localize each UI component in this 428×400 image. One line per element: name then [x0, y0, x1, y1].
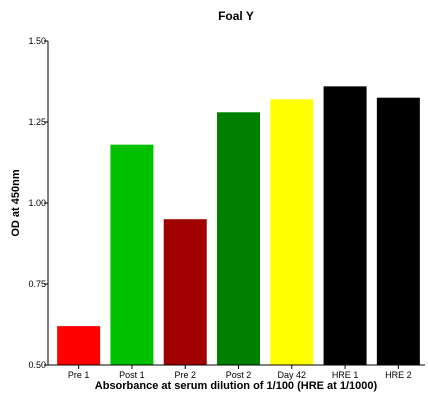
y-tick-label: 0.75 — [28, 279, 46, 289]
chart-title: Foal Y — [218, 9, 254, 23]
y-tick-label: 1.25 — [28, 117, 46, 127]
y-axis-label: OD at 450nm — [10, 169, 22, 236]
y-tick-label: 0.50 — [28, 360, 46, 370]
x-tick-label: Pre 1 — [68, 370, 90, 380]
bar — [110, 144, 154, 365]
x-tick-label: HRE 1 — [332, 370, 359, 380]
y-tick-label: 1.00 — [28, 198, 46, 208]
bar — [217, 112, 260, 365]
x-tick-label: Post 2 — [226, 370, 252, 380]
bar — [376, 97, 420, 365]
y-axis-ticks: 0.50 0.75 1.00 1.25 1.50 — [28, 36, 48, 370]
plot-area — [57, 86, 420, 366]
x-tick-label: Post 1 — [119, 370, 145, 380]
x-tick-label: HRE 2 — [385, 370, 412, 380]
bar — [57, 326, 101, 365]
x-axis-ticks: Pre 1 Post 1 Pre 2 Post 2 Day 42 HRE 1 HRE 2 — [68, 365, 412, 380]
bar — [163, 219, 207, 365]
x-tick-label: Day 42 — [278, 370, 307, 380]
y-tick-label: 1.50 — [28, 36, 46, 46]
x-tick-label: Pre 2 — [174, 370, 196, 380]
bar — [323, 86, 367, 366]
bar — [270, 99, 314, 365]
x-axis-label: Absorbance at serum dilution of 1/100 (H… — [95, 380, 378, 392]
